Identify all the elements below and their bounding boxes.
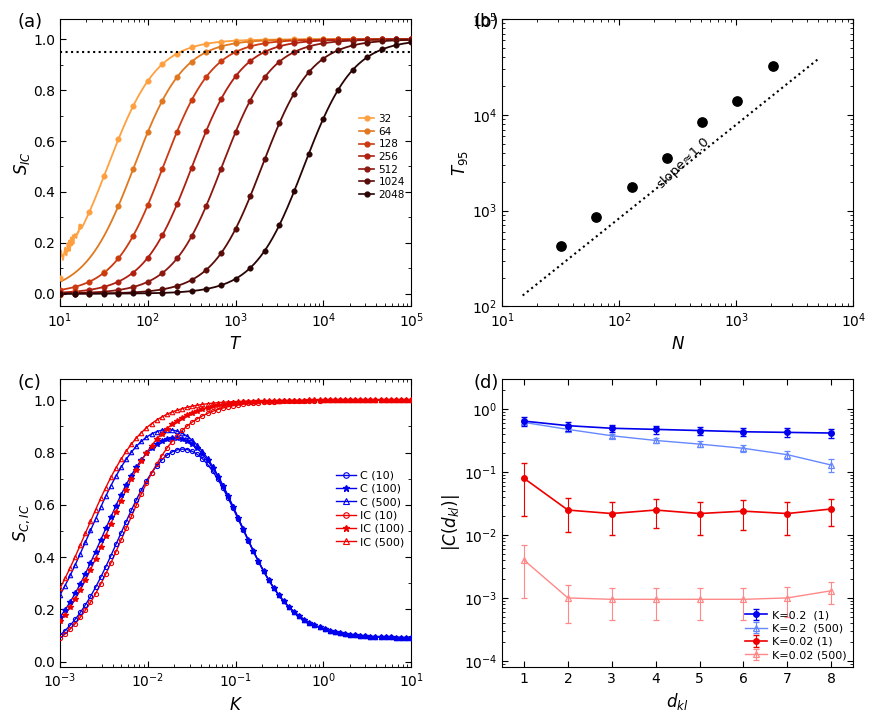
Point (695, 116, 709, 128)
Point (624, 181, 638, 193)
Text: (d): (d) (474, 373, 499, 392)
Point (554, 240, 568, 252)
Text: (b): (b) (474, 13, 500, 31)
Y-axis label: $|C(d_{kl})|$: $|C(d_{kl})|$ (440, 494, 462, 552)
Legend: C (10), C (100), C (500), IC (10), IC (100), IC (500): C (10), C (100), C (500), IC (10), IC (1… (335, 469, 405, 548)
Y-axis label: $S_{IC}$: $S_{IC}$ (11, 151, 32, 175)
X-axis label: $d_{kl}$: $d_{kl}$ (667, 692, 688, 712)
Text: slope≈1.0: slope≈1.0 (654, 135, 712, 191)
Legend: K=0.2  (1), K=0.2  (500), K=0.02 (1), K=0.02 (500): K=0.2 (1), K=0.2 (500), K=0.02 (1), K=0.… (745, 609, 848, 661)
Point (589, 212, 603, 223)
Y-axis label: $T_{95}$: $T_{95}$ (451, 149, 470, 175)
Legend: 32, 64, 128, 256, 512, 1024, 2048: 32, 64, 128, 256, 512, 1024, 2048 (358, 113, 406, 201)
Point (766, 60, 780, 72)
X-axis label: $N$: $N$ (671, 336, 685, 354)
Point (660, 153, 674, 165)
Y-axis label: $S_{C,IC}$: $S_{C,IC}$ (11, 504, 32, 542)
Text: (c): (c) (18, 373, 42, 392)
Point (731, 95, 745, 107)
X-axis label: $K$: $K$ (229, 696, 243, 714)
X-axis label: $T$: $T$ (229, 336, 242, 354)
Text: (a): (a) (18, 13, 43, 31)
